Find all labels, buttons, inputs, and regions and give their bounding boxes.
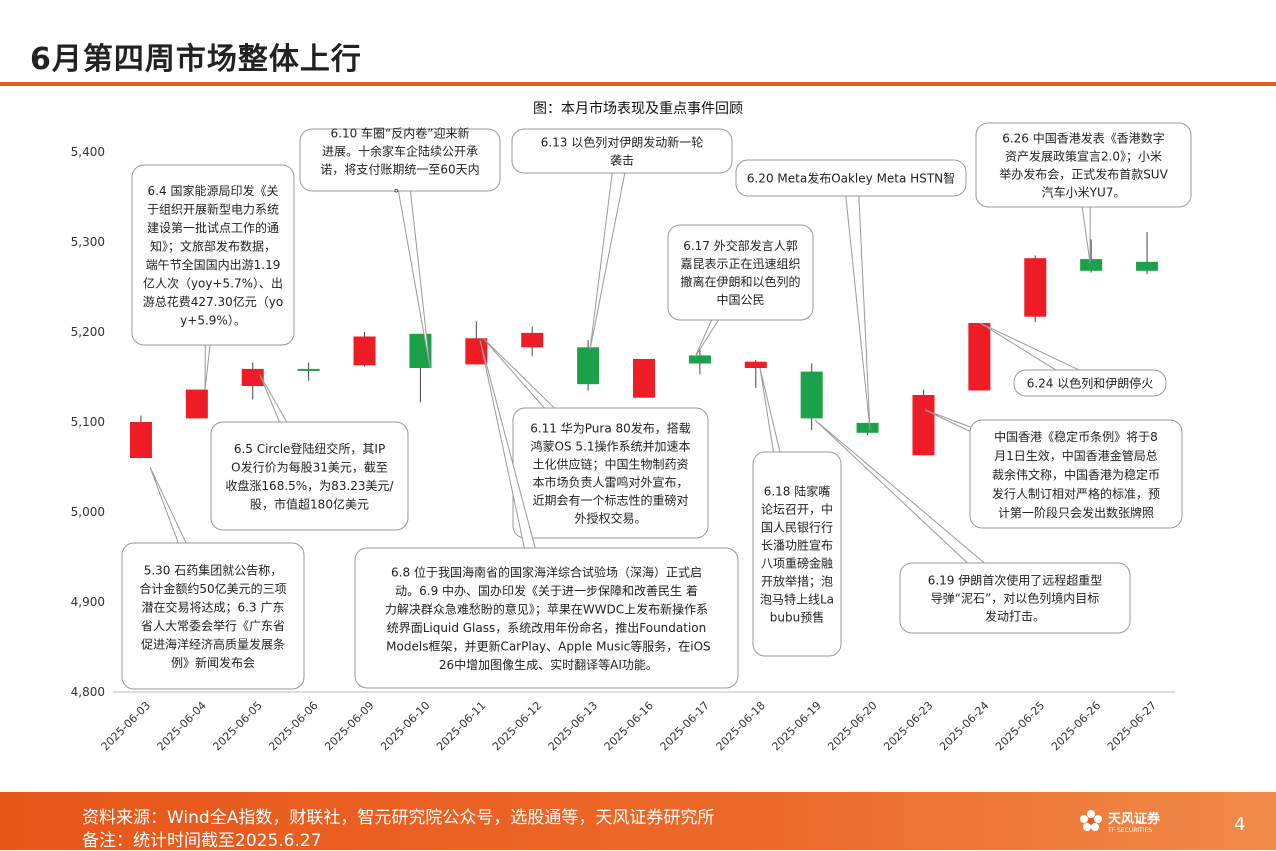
logo-text: 天风证券	[1108, 812, 1161, 827]
candle-body	[688, 355, 711, 364]
x-tick-label: 2025-06-10	[378, 699, 432, 753]
callout-box	[511, 128, 733, 174]
callout-box	[210, 421, 409, 531]
callout-pointer	[843, 176, 871, 431]
callout-text: 6.13 以色列对伊朗发动新一轮袭击	[541, 135, 704, 168]
callout-box	[667, 224, 814, 321]
x-tick-label: 2025-06-09	[322, 699, 376, 753]
callout-text: 中国香港《稳定币条例》将于8 月1日生效，中国香港金管局总裁余伟文称，中国香港为稳…	[992, 429, 1160, 520]
candle-body	[297, 368, 320, 371]
candle-body	[912, 395, 935, 456]
candle-body	[465, 338, 488, 365]
logo-subtext: TF SECURITIES	[1108, 827, 1153, 834]
candle-body	[968, 323, 991, 391]
callout-text: 6.18 陆家嘴论坛召开，中国人民银行行长潘功胜宣布八项重磅金融开放举措；泡泡马…	[760, 484, 834, 625]
y-tick-label: 5,200	[71, 325, 105, 339]
candle-body	[353, 336, 376, 366]
callout-text: 6.8 位于我国海南省的国家海洋综合试验场（深海）正式启动。6.9 中办、国办印…	[382, 564, 710, 672]
callout-box	[899, 562, 1131, 634]
callout-box	[1013, 369, 1167, 397]
x-tick-label: 2025-06-26	[1049, 699, 1103, 753]
callout-pointer	[589, 149, 630, 351]
company-logo: 天风证券 TF SECURITIES	[1078, 808, 1160, 834]
callout-text: 6.11 华为Pura 80发布，搭载鸿蒙OS 5.1操作系统并加速本土化供应链…	[530, 421, 691, 526]
candle-body	[185, 389, 208, 419]
y-tick-label: 5,100	[71, 415, 105, 429]
callout-text: 6.4 国家能源局印发《关于组织开展新型电力系统建设第一批试点工作的通知》；文旅…	[143, 183, 283, 328]
candle-body	[856, 422, 879, 433]
x-tick-label: 2025-06-23	[881, 699, 935, 753]
callout-box	[131, 164, 295, 346]
callout-box	[975, 122, 1192, 208]
x-tick-label: 2025-06-19	[769, 699, 823, 753]
candle-body	[1136, 261, 1159, 271]
x-tick-label: 2025-06-06	[266, 699, 320, 753]
footer-bar	[0, 792, 1276, 850]
y-tick-label: 5,300	[71, 235, 105, 249]
callout-box	[354, 547, 739, 689]
callout-box	[752, 451, 842, 657]
x-tick-label: 2025-06-04	[155, 699, 209, 753]
callout-box	[735, 159, 967, 197]
callout-text: 6.10 车圈“反内卷”迎来新进展。十余家车企陆续公开承诺，将支付账期统一至60…	[320, 126, 479, 195]
callout-box	[121, 542, 305, 690]
callout-text: 6.5 Circle登陆纽交所，其IP O发行价为每股31美元，截至收盘涨168.…	[225, 441, 394, 512]
y-tick-label: 5,400	[71, 145, 105, 159]
y-tick-label: 4,800	[71, 685, 105, 699]
callout-text: 6.17 外交部发言人郭嘉昆表示正在迅速组织撤离在伊朗和以色列的中国公民	[680, 238, 800, 307]
x-tick-label: 2025-06-05	[210, 699, 264, 753]
candle-body	[241, 368, 264, 386]
candle-body	[1080, 259, 1103, 271]
callout-text: 6.26 中国香港发表《香港数字资产发展政策宣言2.0》；小米举办发布会，正式发…	[999, 131, 1168, 200]
x-tick-label: 2025-06-11	[434, 699, 488, 753]
page-title: 6月第四周市场整体上行	[30, 42, 362, 77]
x-tick-label: 2025-06-24	[937, 699, 991, 753]
callout-box	[969, 419, 1183, 529]
candle-body	[633, 359, 655, 398]
x-tick-label: 2025-06-17	[658, 699, 712, 753]
title-rule	[0, 82, 1276, 86]
candlestick-chart: 4,800 4,900 5,000 5,100 5,200 5,300 5,400 2025-…	[71, 122, 1192, 753]
callout-text: 5.30 石药集团就公告称，合计金额约50亿美元的三项潜在交易将达成；6.3 广…	[139, 562, 286, 670]
y-tick-label: 5,000	[71, 505, 105, 519]
x-tick-label: 2025-06-12	[490, 699, 544, 753]
page-number: 4	[1234, 814, 1246, 835]
candle-body	[800, 371, 823, 419]
y-tick-label: 4,900	[71, 595, 105, 609]
callout-box	[299, 128, 501, 192]
callout-text: 6.20 Meta发布Oakley Meta HSTN智	[747, 171, 955, 186]
candle-body	[521, 332, 544, 348]
x-tick-label: 2025-06-27	[1105, 699, 1159, 753]
candle-body	[577, 347, 600, 385]
candle-body	[1024, 258, 1047, 317]
callout-text: 6.24 以色列和伊朗停火	[1027, 376, 1154, 391]
callout-text: 6.19 伊朗首次使用了远程超重型导弹“泥石”，对以色列境内目标发动打击。	[928, 573, 1103, 624]
x-tick-label: 2025-06-18	[714, 699, 768, 753]
x-tick-label: 2025-06-20	[825, 699, 879, 753]
candle-body	[744, 361, 767, 368]
chart-title: 图：本月市场表现及重点事件回顾	[533, 101, 743, 117]
source-note: 资料来源：Wind全A指数，财联社，智元研究院公众号，选股通等，天风证券研究所	[82, 808, 715, 828]
flower-logo-icon	[1080, 810, 1102, 831]
x-tick-label: 2025-06-03	[99, 699, 153, 753]
x-tick-label: 2025-06-13	[546, 699, 600, 753]
x-tick-label: 2025-06-16	[602, 699, 656, 753]
candle-body	[129, 422, 152, 458]
x-tick-label: 2025-06-25	[993, 699, 1047, 753]
date-note: 备注：统计时间截至2025.6.27	[82, 831, 322, 851]
